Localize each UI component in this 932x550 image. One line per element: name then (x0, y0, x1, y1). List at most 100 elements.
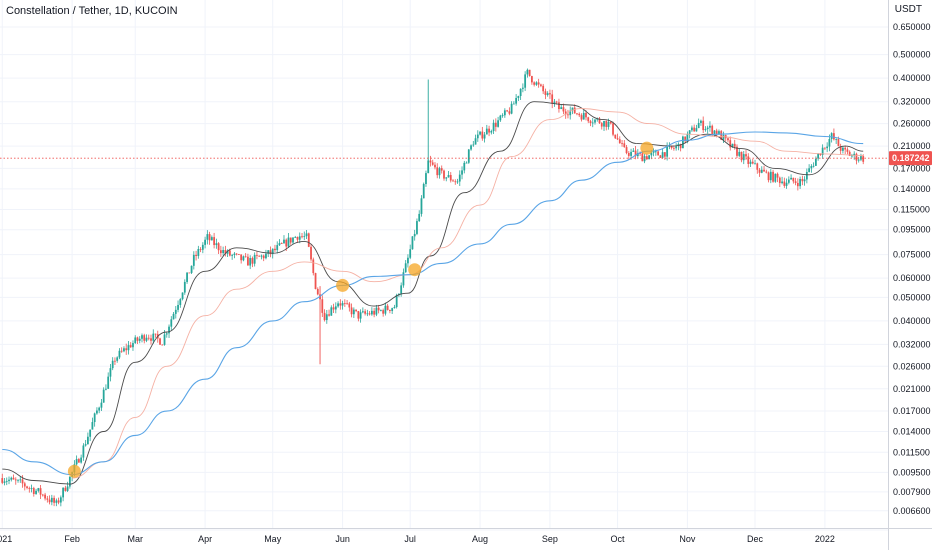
candle-body (749, 161, 752, 164)
candle-body (654, 151, 657, 153)
candle-body (578, 113, 581, 116)
candle-body (201, 244, 204, 250)
price-tick-label: 0.115000 (893, 205, 930, 215)
price-tick-label: 0.026000 (893, 361, 931, 371)
last-price-badge (889, 151, 932, 166)
candle-body (517, 96, 520, 98)
candle-body (314, 273, 317, 289)
moving-average-mid (72, 108, 864, 479)
price-tick-label: 0.075000 (893, 250, 931, 260)
candle-body (862, 156, 865, 162)
candle-body (305, 233, 308, 237)
candle-body (283, 239, 285, 244)
candle-body (600, 123, 603, 127)
candle-body (497, 120, 499, 127)
candle-body (657, 151, 660, 156)
candle-body (718, 131, 720, 135)
candle-body (792, 177, 795, 182)
candle-body (454, 181, 457, 183)
candle-body (337, 303, 339, 307)
candle-body (474, 138, 477, 145)
candle-body (352, 309, 355, 315)
candle-body (301, 236, 303, 238)
candle-body (37, 488, 40, 491)
candle-body (265, 253, 267, 259)
candle-body (219, 250, 222, 254)
candle-body (467, 149, 470, 163)
price-tick-label: 0.040000 (893, 316, 931, 326)
candle-body (641, 153, 644, 162)
candle-body (292, 237, 294, 243)
candle-body (551, 94, 554, 104)
candle-body (41, 494, 44, 496)
candle-body (215, 243, 218, 246)
candle-body (125, 348, 128, 351)
candle-body (53, 497, 55, 503)
candle-body (120, 350, 123, 352)
candle-body (206, 234, 209, 240)
candle-body (339, 303, 342, 306)
candle-body (506, 110, 509, 112)
candle-body (553, 101, 556, 104)
candle-body (490, 131, 493, 133)
candle-body (102, 389, 105, 403)
candle-body (540, 84, 542, 86)
candle-body (842, 147, 844, 151)
candle-body (447, 175, 450, 178)
candle-body (197, 249, 200, 256)
candle-body (729, 140, 732, 148)
candle-body (46, 498, 49, 500)
currency-label[interactable]: USDT (894, 4, 922, 15)
candle-body (855, 153, 858, 161)
candle-body (3, 481, 6, 483)
candle-body (756, 163, 759, 170)
candle-body (772, 171, 774, 182)
candle-body (733, 143, 736, 147)
price-tick-label: 0.260000 (893, 119, 931, 129)
cross-marker (336, 278, 350, 292)
candle-body (555, 101, 558, 103)
candle-body (801, 178, 804, 182)
candle-body (321, 299, 324, 313)
candle-body (857, 159, 860, 161)
candle-body (422, 184, 425, 199)
candle-body (429, 160, 432, 163)
candle-body (742, 154, 745, 161)
candle-body (235, 253, 238, 255)
candle-body (77, 459, 80, 463)
candle-body (810, 166, 813, 169)
candle-body (391, 308, 394, 311)
candle-body (161, 344, 164, 346)
candle-body (562, 107, 565, 112)
candle-body (418, 213, 421, 222)
candle-body (375, 307, 378, 315)
candle-body (370, 310, 373, 315)
candle-body (190, 265, 193, 273)
candle-body (343, 303, 346, 304)
candle-body (465, 162, 468, 164)
candle-body (605, 120, 608, 127)
candle-body (835, 139, 838, 140)
candle-body (630, 151, 632, 156)
candle-body (199, 249, 202, 250)
candle-body (150, 338, 152, 341)
candle-body (542, 85, 545, 92)
candle-body (803, 179, 806, 182)
candle-body (330, 307, 333, 316)
candle-body (226, 250, 229, 254)
candle-body (702, 120, 705, 131)
candle-body (823, 147, 826, 149)
candle-body (560, 107, 563, 110)
candle-body (576, 113, 578, 115)
candle-body (210, 237, 213, 241)
candle-body (456, 181, 459, 183)
candle-body (499, 115, 502, 121)
candle-body (720, 131, 723, 140)
candle-body (449, 175, 452, 181)
candle-body (607, 121, 610, 127)
candle-body (409, 249, 412, 258)
candle-body (826, 146, 829, 149)
candle-body (769, 171, 772, 181)
